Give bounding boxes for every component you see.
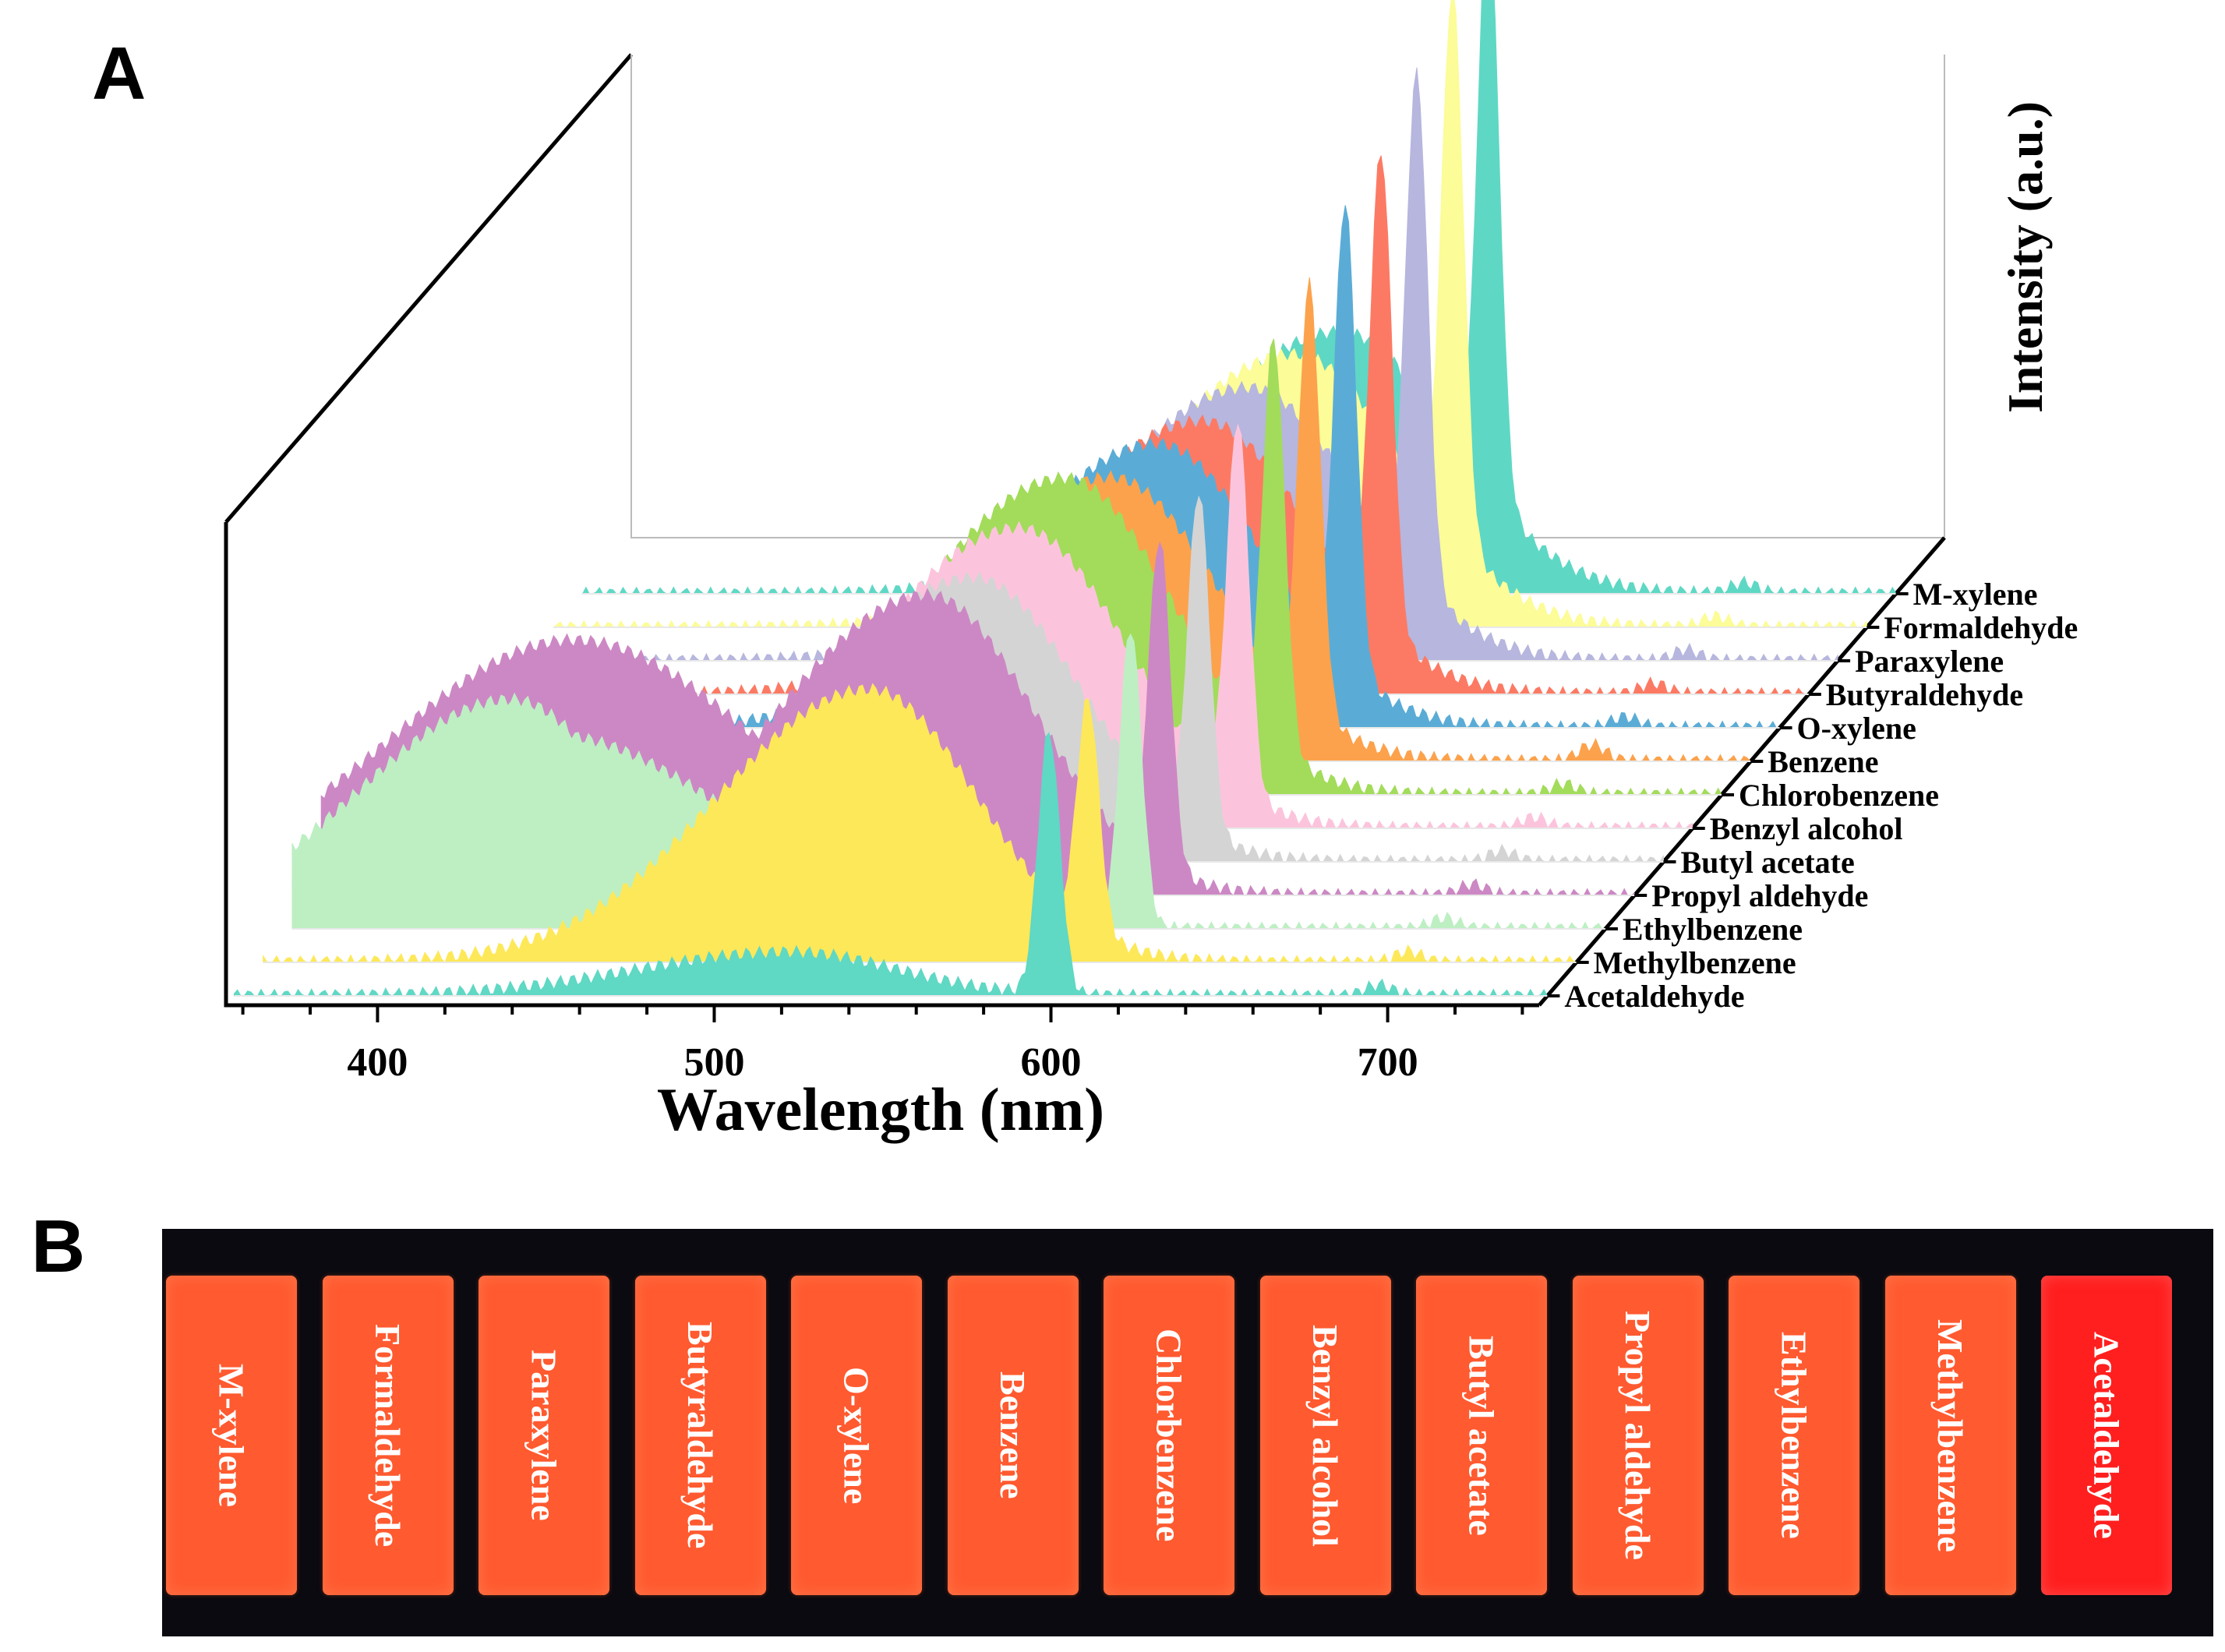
slide-label: Butyraldehyde [680, 1322, 720, 1549]
sensor-slide: Methylbenzene [1884, 1276, 2016, 1595]
sensor-slide: O-xylene [791, 1276, 922, 1595]
panel-label-b: B [31, 1205, 86, 1288]
x-tick-label: 500 [683, 1040, 744, 1085]
series-label: Formaldehyde [1884, 610, 2078, 645]
waterfall-chart: 400 500 600 700 AcetaldehydeMethylbenzeneEth… [224, 0, 2078, 1143]
slide-label: Methylbenzene [1930, 1318, 1970, 1552]
frame-front-axes [224, 522, 1539, 1008]
x-tick-label: 400 [347, 1040, 408, 1085]
series-label: Butyl acetate [1680, 845, 1854, 880]
series-label: Chlorobenzene [1739, 778, 1939, 813]
slide-label: M-xylene [211, 1364, 252, 1507]
y-axis-label: Intensity (a.u.) [1997, 101, 2053, 413]
series-label: Acetaldehyde [1564, 979, 1744, 1014]
series-label: Benzyl alcohol [1710, 811, 1903, 846]
x-axis-label: Wavelength (nm) [657, 1075, 1104, 1143]
slide-label: Benzyl alcohol [1305, 1324, 1345, 1547]
sensor-slide: Butyl acetate [1416, 1276, 1547, 1595]
sensor-slide: Formaldehyde [322, 1276, 454, 1595]
sensor-slide: Benzyl alcohol [1259, 1276, 1391, 1595]
sensor-slide: Benzene [947, 1276, 1079, 1595]
sensor-slide: M-xylene [166, 1276, 297, 1595]
slide-label: Formaldehyde [368, 1323, 408, 1548]
slide-label: Propyl aldehyde [1618, 1311, 1658, 1560]
sensor-slide: Chlorbenzene [1104, 1276, 1234, 1595]
spectrum-methylbenzene [263, 683, 1577, 964]
slide-label: Paraxylene [524, 1350, 564, 1521]
series-label: Paraxylene [1855, 644, 2004, 679]
series-label: Benzene [1768, 744, 1878, 779]
spectrum-acetaldehyde [233, 732, 1549, 997]
series-label: Methylbenzene [1594, 945, 1796, 980]
sensor-slide: Ethylbenzene [1729, 1276, 1859, 1595]
sensor-slide: Propyl aldehyde [1572, 1276, 1704, 1595]
spectra-series [233, 0, 1897, 997]
slide-label: Butyl acetate [1461, 1335, 1502, 1536]
frame-top-diagonal [224, 53, 633, 524]
series-label: Propyl aldehyde [1651, 878, 1868, 913]
x-tick-label: 600 [1021, 1040, 1082, 1085]
sensor-photo: M-xylene Formaldehyde Paraxylene Butyraldeh… [162, 1229, 2213, 1636]
series-label: Butyraldehyde [1826, 677, 2023, 712]
x-tick-label: 700 [1358, 1040, 1418, 1085]
series-label: O-xylene [1797, 711, 1916, 746]
chart-axes: 400 500 600 700 AcetaldehydeMethylbenzeneEth… [241, 577, 2078, 1085]
series-label: Ethylbenzene [1623, 912, 1803, 947]
panel-label-a: A [92, 32, 147, 115]
slide-label: Benzene [993, 1371, 1033, 1499]
sensor-slide: Acetaldehyde [2041, 1276, 2172, 1595]
sensor-slide: Paraxylene [479, 1276, 609, 1595]
sensor-slide: Butyraldehyde [634, 1276, 766, 1595]
slide-label: Chlorbenzene [1149, 1329, 1189, 1542]
slide-label: Ethylbenzene [1774, 1332, 1814, 1539]
slide-label: O-xylene [836, 1366, 877, 1505]
series-label: M-xylene [1913, 577, 2038, 612]
slide-label: Acetaldehyde [2086, 1332, 2127, 1539]
